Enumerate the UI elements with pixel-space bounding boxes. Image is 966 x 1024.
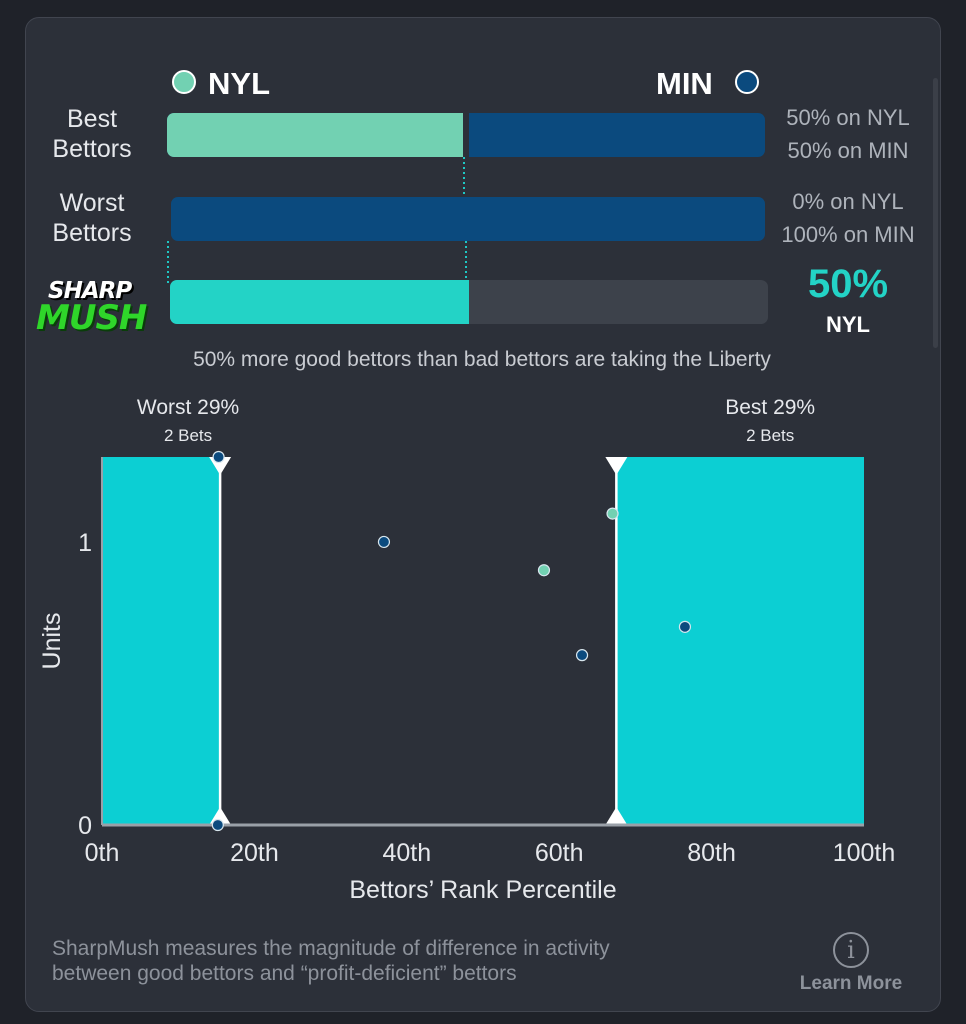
worst-bettors-percentages: 0% on NYL 100% on MIN — [781, 189, 915, 247]
x-axis-title: Bettors’ Rank Percentile — [349, 876, 616, 904]
info-icon[interactable]: i — [833, 932, 869, 968]
best-boundary-bottom-marker — [605, 807, 628, 825]
learn-more-link[interactable]: Learn More — [799, 973, 903, 994]
data-point-min — [575, 649, 589, 662]
nyl-team-dot — [172, 70, 196, 94]
summary-text: 50% more good bettors than bad bettors a… — [193, 348, 771, 371]
x-tick-label: 60th — [535, 839, 584, 867]
away-team-label: MIN — [656, 66, 713, 101]
sharpmush-value: 50% — [807, 262, 889, 306]
best-region-bets: 2 Bets — [746, 426, 794, 445]
worst-bettors-bar — [171, 197, 765, 241]
y-tick-label: 0 — [78, 812, 92, 840]
data-point-min — [212, 450, 225, 464]
sharpmush-chart: Worst 29% 2 Bets Best 29% 2 Bets 0th 20th 40th… — [38, 396, 896, 904]
sharpmush-team: NYL — [826, 312, 870, 337]
best-region-label: Best 29% — [725, 396, 815, 419]
data-point-min — [377, 535, 391, 549]
best-bettors-label: Best Bettors — [52, 105, 132, 163]
bar-divider — [463, 113, 469, 157]
best-bettors-bar — [167, 113, 765, 157]
scrollbar[interactable] — [933, 78, 938, 348]
x-tick-label: 80th — [687, 839, 736, 867]
home-team-label: NYL — [208, 66, 270, 101]
worst-region-label: Worst 29% — [137, 396, 239, 419]
best-bettors-nyl-share — [167, 113, 466, 157]
worst-region-bets: 2 Bets — [164, 426, 212, 445]
best-region — [616, 457, 864, 825]
data-point-nyl — [537, 564, 551, 577]
y-axis-title: Units — [38, 613, 66, 670]
x-tick-label: 100th — [833, 839, 896, 867]
min-team-dot — [735, 70, 759, 94]
x-tick-label: 0th — [85, 839, 120, 867]
worst-region — [102, 457, 221, 825]
x-tick-label: 20th — [230, 839, 279, 867]
data-point-min — [211, 818, 224, 832]
sharpmush-bar — [170, 280, 768, 324]
connector-lines — [167, 157, 467, 283]
x-tick-label: 40th — [382, 839, 431, 867]
sharpmush-logo: SHARP MUSH — [36, 278, 147, 338]
data-point-min — [678, 620, 692, 633]
footer-description: SharpMush measures the magnitude of diff… — [52, 937, 610, 985]
sharpmush-fill — [170, 280, 469, 324]
best-boundary-top-marker — [605, 457, 628, 475]
data-point-nyl — [606, 507, 619, 520]
worst-bettors-label: Worst Bettors — [52, 189, 132, 247]
y-tick-label: 1 — [78, 529, 92, 557]
best-bettors-percentages: 50% on NYL 50% on MIN — [786, 105, 910, 163]
